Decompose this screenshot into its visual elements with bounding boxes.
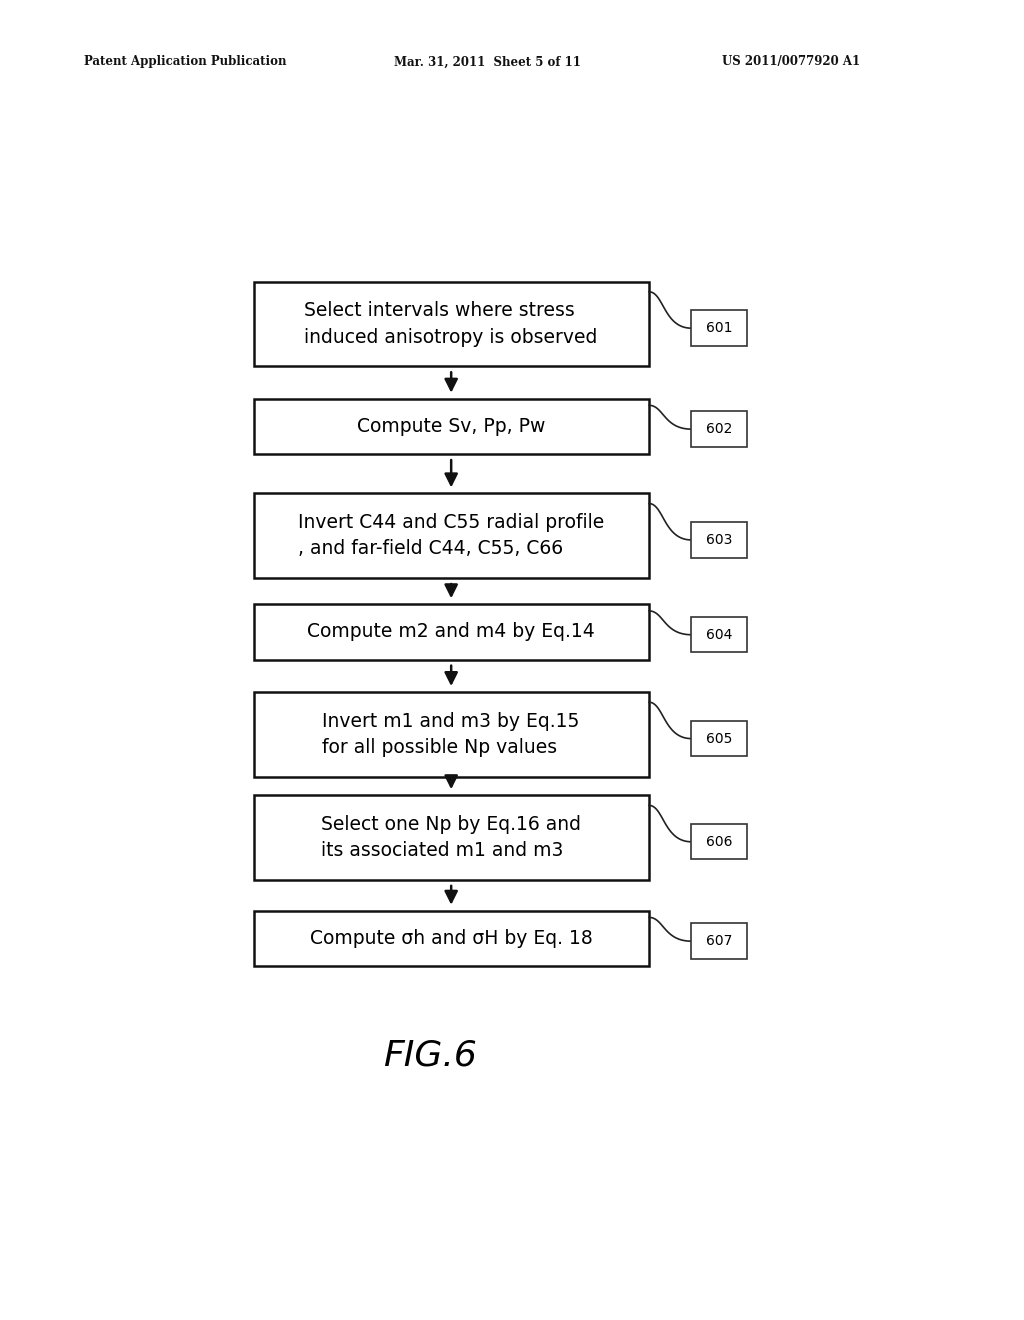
FancyBboxPatch shape (691, 310, 748, 346)
FancyBboxPatch shape (691, 523, 748, 557)
Text: Compute m2 and m4 by Eq.14: Compute m2 and m4 by Eq.14 (307, 623, 595, 642)
Text: US 2011/0077920 A1: US 2011/0077920 A1 (722, 55, 860, 69)
Text: 603: 603 (707, 533, 732, 546)
Text: 606: 606 (707, 834, 732, 849)
Text: Compute σh and σH by Eq. 18: Compute σh and σH by Eq. 18 (310, 929, 593, 948)
FancyBboxPatch shape (691, 721, 748, 756)
Text: FIG.6: FIG.6 (383, 1039, 477, 1072)
FancyBboxPatch shape (691, 412, 748, 447)
FancyBboxPatch shape (254, 281, 649, 367)
Text: 604: 604 (707, 628, 732, 642)
FancyBboxPatch shape (691, 924, 748, 958)
Text: Patent Application Publication: Patent Application Publication (84, 55, 287, 69)
Text: 602: 602 (707, 422, 732, 436)
Text: 607: 607 (707, 935, 732, 948)
FancyBboxPatch shape (254, 399, 649, 454)
Text: Compute Sv, Pp, Pw: Compute Sv, Pp, Pw (357, 417, 546, 436)
Text: 601: 601 (707, 321, 732, 335)
Text: Select intervals where stress
induced anisotropy is observed: Select intervals where stress induced an… (304, 301, 598, 347)
Text: 605: 605 (707, 731, 732, 746)
FancyBboxPatch shape (691, 616, 748, 652)
FancyBboxPatch shape (254, 795, 649, 880)
FancyBboxPatch shape (691, 824, 748, 859)
Text: Invert C44 and C55 radial profile
, and far-field C44, C55, C66: Invert C44 and C55 radial profile , and … (298, 513, 604, 558)
FancyBboxPatch shape (254, 605, 649, 660)
Text: Mar. 31, 2011  Sheet 5 of 11: Mar. 31, 2011 Sheet 5 of 11 (394, 55, 581, 69)
FancyBboxPatch shape (254, 692, 649, 776)
Text: Select one Np by Eq.16 and
its associated m1 and m3: Select one Np by Eq.16 and its associate… (322, 814, 582, 861)
FancyBboxPatch shape (254, 494, 649, 578)
Text: Invert m1 and m3 by Eq.15
for all possible Np values: Invert m1 and m3 by Eq.15 for all possib… (323, 711, 580, 758)
FancyBboxPatch shape (254, 911, 649, 966)
